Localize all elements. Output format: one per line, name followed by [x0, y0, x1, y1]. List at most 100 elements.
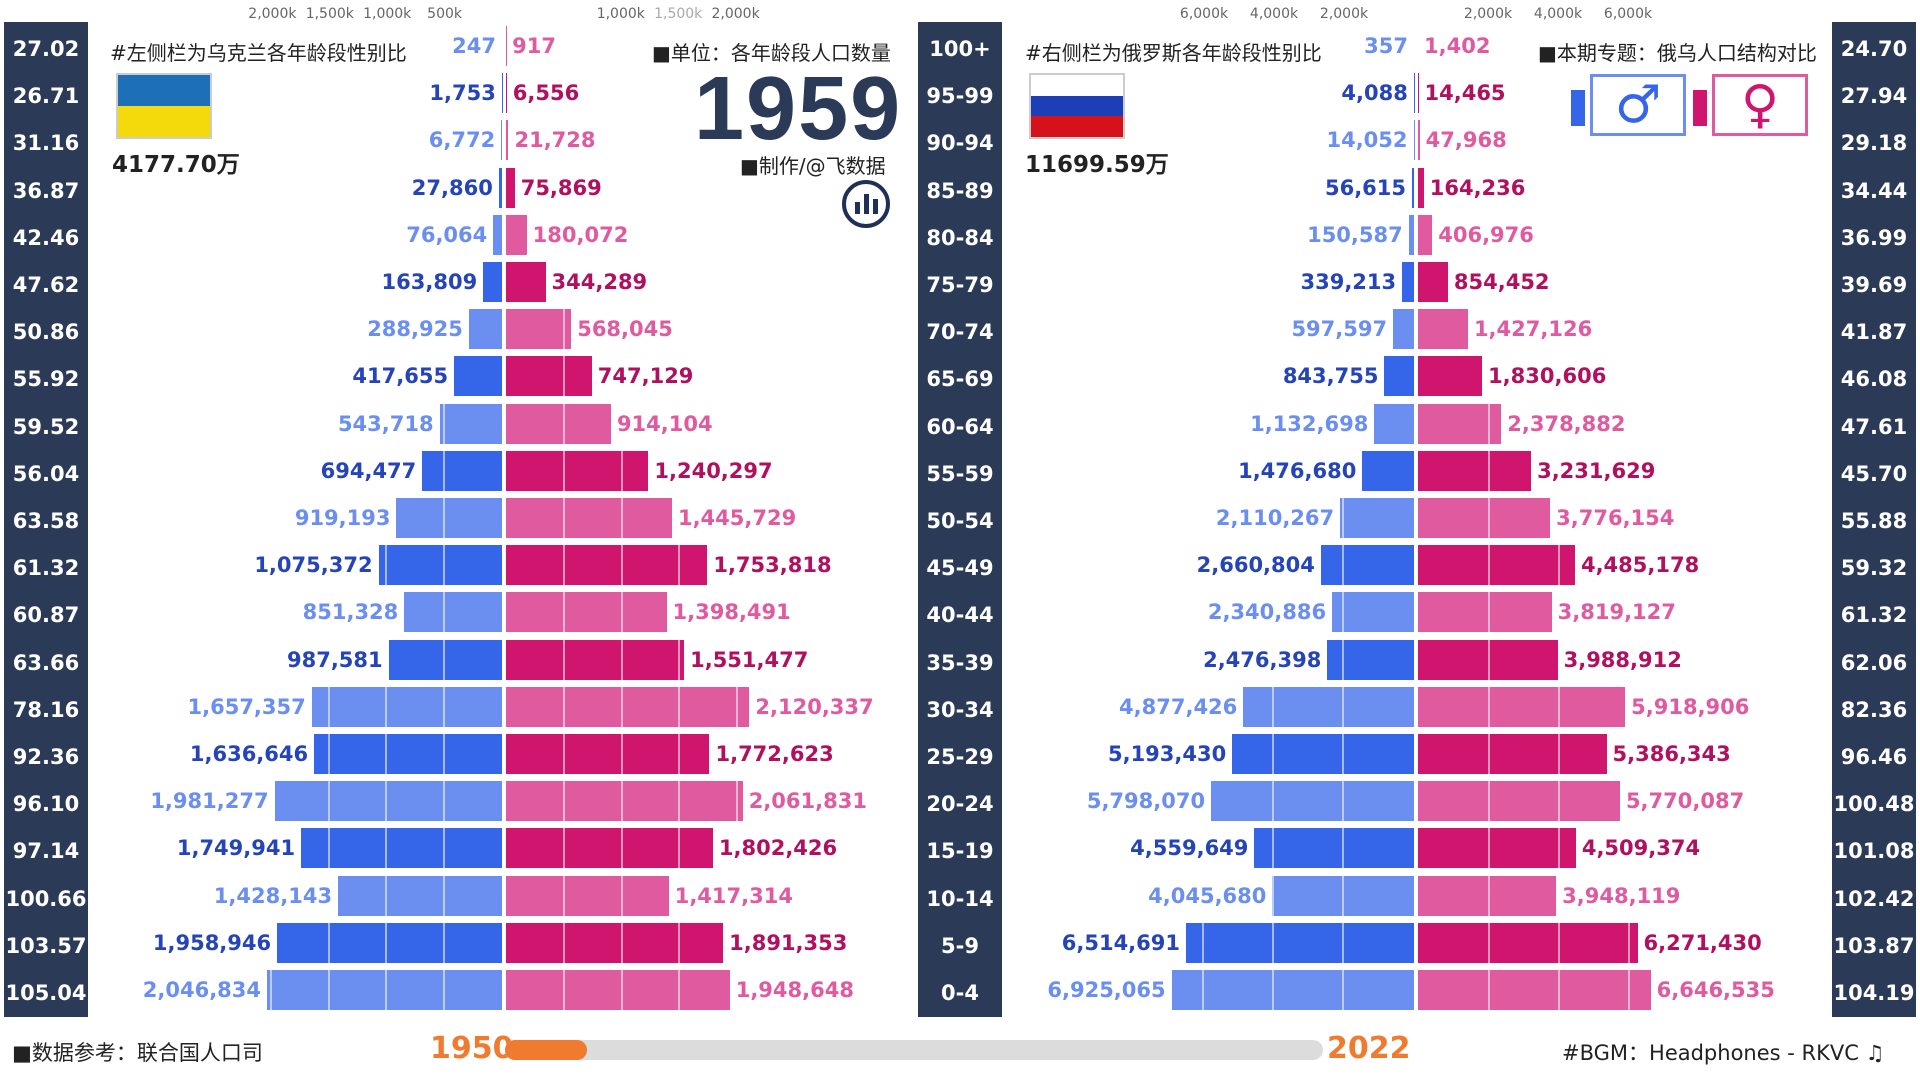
ukraine-sex-ratio-cell: 36.87: [12, 178, 80, 203]
ukraine-sex-ratio-cell: 42.46: [12, 225, 80, 250]
ukraine-female-bar: [506, 970, 730, 1010]
ukraine-female-bar: [506, 262, 546, 302]
grid-line: [620, 592, 623, 633]
grid-line: [1488, 781, 1490, 822]
grid-line: [1271, 734, 1274, 774]
russia-sex-ratio-cell: 36.99: [1840, 225, 1908, 250]
ukraine-male-value: 288,925: [367, 317, 463, 342]
russia-female-bar: [1418, 309, 1468, 350]
russia-female-value: 3,819,127: [1557, 600, 1676, 625]
russia-sex-ratio-cell: 61.32: [1840, 603, 1908, 628]
ukraine-male-bar: [388, 639, 502, 680]
grid-line: [620, 922, 623, 963]
age-group-label: 70-74: [926, 320, 994, 345]
ukraine-total-population: 4177.70万: [112, 152, 240, 178]
ukraine-female-value: 75,869: [520, 175, 602, 200]
grid-line: [1341, 639, 1344, 680]
grid-line: [1558, 828, 1560, 869]
russia-sex-ratio-cell: 27.94: [1840, 84, 1908, 109]
russia-sex-ratio-cell: 103.87: [1833, 933, 1915, 958]
ukraine-sex-ratio-cell: 105.04: [5, 981, 87, 1005]
grid-line: [442, 592, 445, 633]
russia-male-bar: [1327, 639, 1414, 680]
grid-line: [327, 686, 330, 727]
ukraine-male-bar: [378, 545, 502, 586]
ukraine-male-value: 1,958,946: [152, 930, 272, 955]
ukraine-sex-ratio-cell: 78.16: [12, 697, 80, 722]
ukraine-female-bar: [506, 403, 611, 444]
grid-line: [563, 356, 566, 397]
ukraine-male-value: 1,075,372: [254, 553, 373, 578]
grid-line: [620, 498, 623, 538]
russia-male-value: 2,110,267: [1215, 506, 1335, 530]
grid-line: [1271, 922, 1274, 963]
russia-female-axis-tick: 2,000k: [1463, 6, 1513, 22]
grid-line: [442, 450, 445, 491]
russia-sex-ratio-cell: 24.70: [1840, 37, 1908, 61]
grid-line: [442, 922, 445, 963]
ukraine-female-bar: [506, 592, 667, 633]
grid-line: [1201, 922, 1204, 963]
grid-line: [563, 828, 566, 869]
ukraine-male-value: 1,657,357: [187, 694, 306, 719]
grid-line: [563, 592, 566, 633]
progress-start-year: 1950: [430, 1031, 514, 1066]
russia-female-bar: [1418, 686, 1626, 727]
grid-line: [1488, 545, 1490, 586]
ukraine-female-value: 1,753,818: [713, 553, 832, 578]
grid-line: [678, 545, 681, 586]
ukraine-male-bar: [338, 875, 502, 916]
russia-female-bar: [1418, 970, 1651, 1010]
russia-female-bar: [1418, 498, 1551, 538]
ukraine-male-bar: [439, 403, 502, 444]
age-group-label: 25-29: [926, 745, 994, 769]
grid-line: [1341, 734, 1344, 774]
russia-female-value: 5,918,906: [1631, 694, 1750, 719]
ukraine-male-axis-tick: 1,000k: [363, 6, 412, 22]
russia-male-value: 6,925,065: [1047, 978, 1166, 1002]
russia-male-bar: [1412, 167, 1414, 208]
ukraine-female-bar: [506, 167, 515, 208]
grid-line: [563, 309, 566, 350]
grid-line: [620, 781, 623, 822]
russia-sex-ratio-cell: 29.18: [1840, 131, 1908, 156]
timeline-progress-bar[interactable]: [505, 1040, 1323, 1060]
ukraine-female-value: 1,948,648: [735, 978, 854, 1002]
russia-sex-ratio-cell: 96.46: [1840, 745, 1908, 769]
grid-line: [1488, 828, 1490, 869]
russia-female-axis-tick: 6,000k: [1603, 6, 1653, 22]
grid-line: [563, 498, 566, 538]
grid-line: [563, 922, 566, 963]
ukraine-female-value: 1,398,491: [672, 600, 791, 625]
ukraine-male-bar: [493, 214, 502, 255]
female-color-swatch: [1693, 90, 1707, 126]
ukraine-female-value: 1,551,477: [690, 647, 809, 672]
russia-sex-ratio-cell: 47.61: [1840, 414, 1908, 439]
russia-male-bar: [1374, 403, 1414, 444]
russia-sex-ratio-cell: 104.19: [1833, 981, 1915, 1005]
russia-male-value: 597,597: [1291, 317, 1388, 342]
ukraine-sex-ratio-cell: 31.16: [12, 131, 80, 156]
age-group-label: 40-44: [926, 603, 994, 628]
grid-line: [1558, 781, 1560, 822]
grid-line: [1271, 781, 1274, 822]
grid-line: [563, 686, 566, 727]
russia-flag: [1029, 73, 1125, 139]
ukraine-female-axis-tick: 2,000k: [711, 6, 760, 22]
grid-line: [1271, 828, 1274, 869]
ukraine-sex-ratio-cell: 56.04: [12, 461, 80, 486]
grid-line: [442, 639, 445, 680]
russia-male-value: 4,088: [1341, 81, 1408, 106]
grid-line: [385, 781, 388, 822]
grid-line: [442, 403, 445, 444]
russia-female-bar: [1418, 214, 1433, 255]
ukraine-sex-ratio-cell: 100.66: [5, 886, 87, 911]
russia-sex-ratio-column: 24.70 27.94 29.18 34.44 36.99 39.69 41.87 46.08…: [1832, 22, 1916, 1017]
grid-line: [442, 498, 445, 538]
ukraine-male-value: 2,046,834: [142, 978, 262, 1002]
grid-line: [563, 639, 566, 680]
russia-female-bar: [1418, 828, 1576, 869]
age-group-label: 35-39: [926, 650, 994, 675]
male-color-swatch: [1571, 90, 1585, 126]
russia-female-bar: [1418, 167, 1424, 208]
